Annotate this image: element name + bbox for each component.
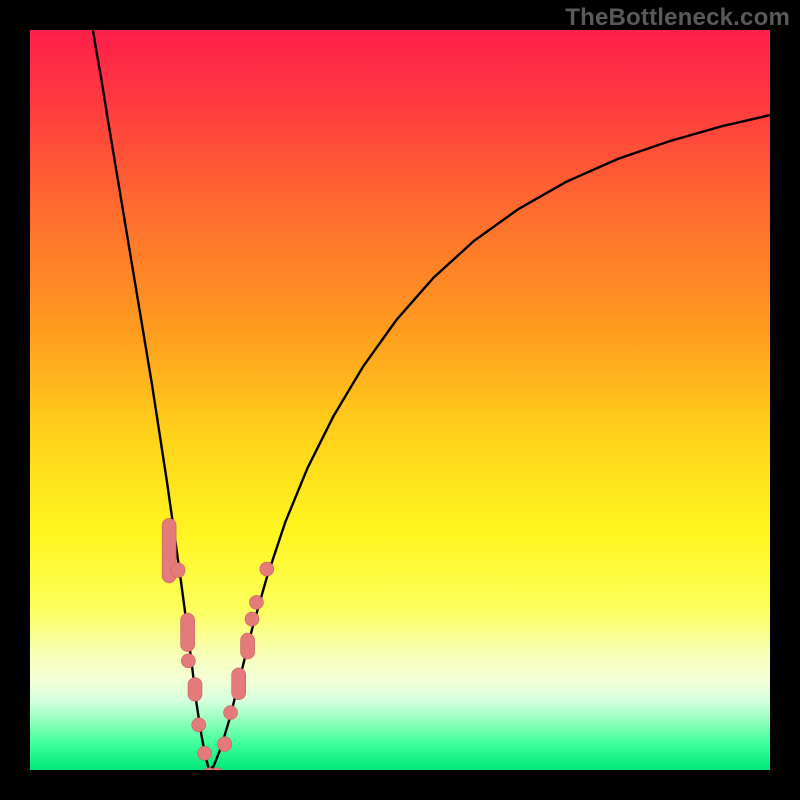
- data-marker: [260, 562, 274, 576]
- data-marker: [188, 678, 202, 702]
- data-marker: [232, 668, 246, 700]
- data-marker: [192, 718, 206, 732]
- watermark-text: TheBottleneck.com: [565, 4, 790, 32]
- gradient-background: [30, 30, 770, 770]
- data-marker: [198, 746, 212, 760]
- data-marker: [171, 563, 185, 578]
- data-marker: [181, 654, 195, 668]
- data-marker: [249, 595, 263, 609]
- chart-container: TheBottleneck.com: [0, 0, 800, 800]
- data-marker: [181, 613, 195, 651]
- data-marker: [241, 633, 255, 659]
- data-marker: [224, 706, 238, 720]
- data-marker: [218, 737, 232, 752]
- data-marker: [245, 612, 259, 626]
- plot-area: [30, 30, 770, 770]
- plot-svg: [30, 30, 770, 770]
